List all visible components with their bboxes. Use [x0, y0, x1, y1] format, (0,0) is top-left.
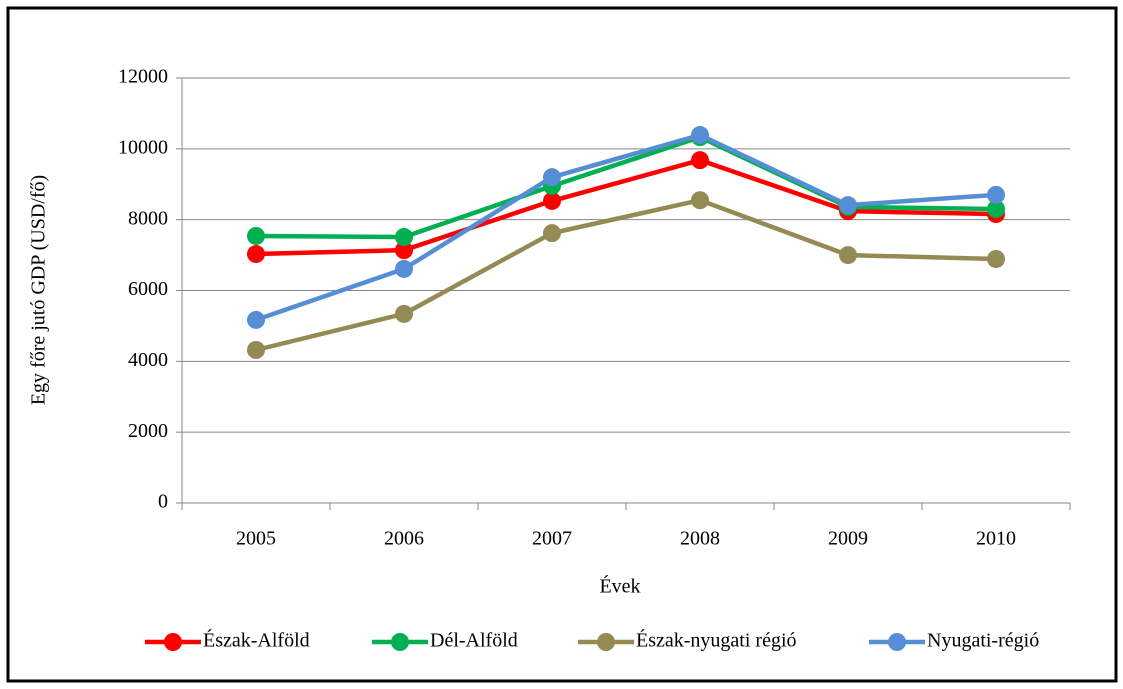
- data-point: [543, 224, 561, 243]
- data-point: [395, 304, 413, 323]
- y-axis-title: Egy főre jutó GDP (USD/fő): [28, 175, 50, 405]
- legend-label: Észak-Alföld: [203, 629, 310, 652]
- data-point: [395, 228, 413, 247]
- data-point: [543, 168, 561, 187]
- legend-label: Észak-nyugati régió: [636, 629, 797, 652]
- frame: [6, 6, 1118, 683]
- data-point: [987, 185, 1005, 204]
- data-point: [247, 226, 265, 245]
- y-tick-label: 12000: [118, 66, 168, 88]
- data-point: [839, 246, 857, 265]
- data-point: [987, 200, 1005, 219]
- data-point: [691, 191, 709, 210]
- data-point: [247, 245, 265, 264]
- data-point: [395, 241, 413, 260]
- y-tick-label: 4000: [128, 349, 168, 371]
- x-tick-label: 2007: [532, 528, 572, 550]
- data-point: [247, 341, 265, 359]
- x-tick-label: 2006: [384, 528, 424, 550]
- x-tick-label: 2009: [828, 528, 868, 550]
- y-tick-label: 10000: [118, 136, 168, 158]
- data-point: [247, 310, 265, 329]
- x-tick-label: 2010: [976, 528, 1016, 550]
- legend-swatch-marker: [597, 633, 615, 651]
- series-line: [255, 157, 997, 257]
- legend-swatch-marker: [888, 633, 906, 651]
- data-point: [691, 151, 709, 170]
- x-tick-label: 2005: [236, 528, 276, 550]
- series-line: [255, 197, 997, 353]
- legend-label: Dél-Alföld: [430, 630, 518, 652]
- legend-swatch-marker: [391, 633, 409, 651]
- data-point: [839, 196, 857, 215]
- y-tick-label: 8000: [128, 207, 168, 229]
- legend-swatch-marker: [164, 633, 182, 651]
- y-tick-label: 0: [158, 491, 168, 513]
- series-line: [255, 132, 997, 323]
- y-tick-label: 6000: [128, 278, 168, 300]
- x-tick-label: 2008: [680, 528, 720, 550]
- series-line: [255, 134, 997, 240]
- data-point: [543, 191, 561, 210]
- data-point: [691, 126, 709, 145]
- data-point: [395, 259, 413, 278]
- x-axis-title: Évek: [599, 575, 640, 598]
- y-tick-label: 2000: [128, 420, 168, 442]
- legend-label: Nyugati-régió: [927, 630, 1039, 652]
- data-point: [987, 249, 1005, 268]
